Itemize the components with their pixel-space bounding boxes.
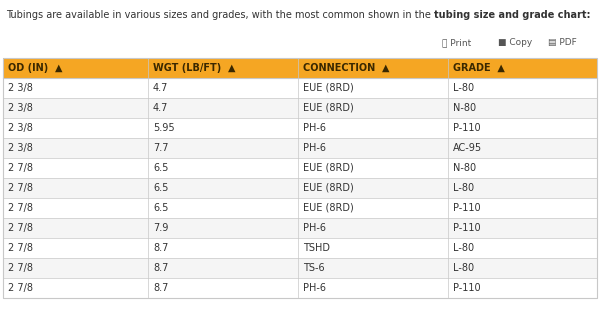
- Text: P-110: P-110: [453, 123, 481, 133]
- Text: 2 3/8: 2 3/8: [8, 103, 33, 113]
- Text: 2 7/8: 2 7/8: [8, 263, 33, 273]
- Text: EUE (8RD): EUE (8RD): [303, 163, 354, 173]
- Bar: [3, 178, 597, 198]
- Bar: [3, 138, 597, 158]
- Bar: [3, 58, 597, 78]
- Text: P-110: P-110: [453, 203, 481, 213]
- Text: ⎙ Print: ⎙ Print: [442, 38, 471, 47]
- Text: L-80: L-80: [453, 263, 474, 273]
- Text: PH-6: PH-6: [303, 223, 326, 233]
- Text: 2 7/8: 2 7/8: [8, 163, 33, 173]
- Text: N-80: N-80: [453, 163, 476, 173]
- Bar: [3, 78, 597, 98]
- Text: 2 7/8: 2 7/8: [8, 223, 33, 233]
- Text: CONNECTION  ▲: CONNECTION ▲: [303, 63, 389, 73]
- Text: 7.9: 7.9: [153, 223, 169, 233]
- Bar: [3, 258, 597, 278]
- Text: PH-6: PH-6: [303, 283, 326, 293]
- Text: OD (IN)  ▲: OD (IN) ▲: [8, 63, 62, 73]
- Text: 4.7: 4.7: [153, 83, 169, 93]
- Text: 5.95: 5.95: [153, 123, 175, 133]
- Text: EUE (8RD): EUE (8RD): [303, 183, 354, 193]
- Text: ▤ PDF: ▤ PDF: [548, 38, 577, 47]
- Text: P-110: P-110: [453, 223, 481, 233]
- Text: Tubings are available in various sizes and grades, with the most common shown in: Tubings are available in various sizes a…: [6, 10, 434, 20]
- Text: P-110: P-110: [453, 283, 481, 293]
- Text: EUE (8RD): EUE (8RD): [303, 203, 354, 213]
- Text: PH-6: PH-6: [303, 123, 326, 133]
- Bar: [3, 218, 597, 238]
- Text: tubing size and grade chart:: tubing size and grade chart:: [434, 10, 590, 20]
- Text: 8.7: 8.7: [153, 283, 169, 293]
- Text: 2 3/8: 2 3/8: [8, 143, 33, 153]
- Text: TSHD: TSHD: [303, 243, 330, 253]
- Text: 2 7/8: 2 7/8: [8, 283, 33, 293]
- Text: EUE (8RD): EUE (8RD): [303, 103, 354, 113]
- Text: TS-6: TS-6: [303, 263, 325, 273]
- Text: 7.7: 7.7: [153, 143, 169, 153]
- Bar: [3, 118, 597, 138]
- Text: 6.5: 6.5: [153, 203, 169, 213]
- Text: L-80: L-80: [453, 83, 474, 93]
- Text: 2 3/8: 2 3/8: [8, 83, 33, 93]
- Text: N-80: N-80: [453, 103, 476, 113]
- Bar: [3, 158, 597, 178]
- Bar: [3, 238, 597, 258]
- Bar: [3, 58, 597, 298]
- Bar: [3, 198, 597, 218]
- Text: 2 7/8: 2 7/8: [8, 243, 33, 253]
- Text: EUE (8RD): EUE (8RD): [303, 83, 354, 93]
- Text: WGT (LB/FT)  ▲: WGT (LB/FT) ▲: [153, 63, 235, 73]
- Text: ■ Copy: ■ Copy: [498, 38, 532, 47]
- Text: 8.7: 8.7: [153, 243, 169, 253]
- Text: PH-6: PH-6: [303, 143, 326, 153]
- Text: AC-95: AC-95: [453, 143, 482, 153]
- Text: 2 7/8: 2 7/8: [8, 183, 33, 193]
- Text: 4.7: 4.7: [153, 103, 169, 113]
- Bar: [3, 278, 597, 298]
- Text: L-80: L-80: [453, 243, 474, 253]
- Text: 8.7: 8.7: [153, 263, 169, 273]
- Text: L-80: L-80: [453, 183, 474, 193]
- Text: 2 3/8: 2 3/8: [8, 123, 33, 133]
- Text: 2 7/8: 2 7/8: [8, 203, 33, 213]
- Bar: [3, 98, 597, 118]
- Text: 6.5: 6.5: [153, 183, 169, 193]
- Text: 6.5: 6.5: [153, 163, 169, 173]
- Text: GRADE  ▲: GRADE ▲: [453, 63, 505, 73]
